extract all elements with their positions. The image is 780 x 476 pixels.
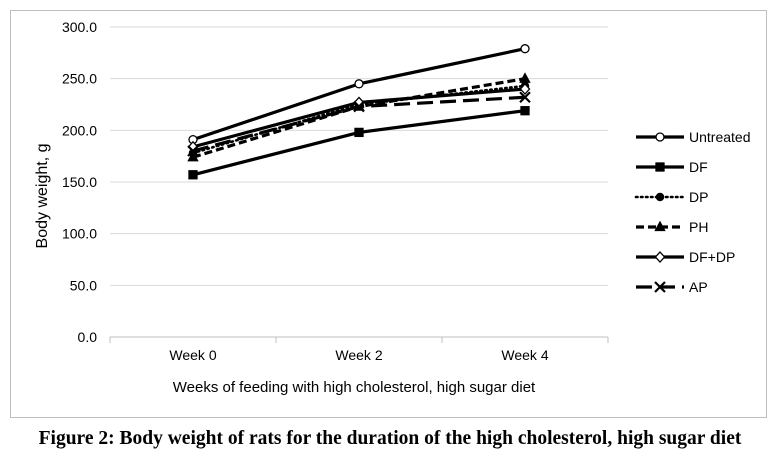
y-tick-label: 100.0 bbox=[62, 226, 97, 242]
legend-label: PH bbox=[689, 219, 708, 235]
diamond-marker bbox=[519, 83, 531, 95]
y-tick-label: 300.0 bbox=[62, 19, 97, 35]
x-marker bbox=[519, 91, 531, 104]
triangle-marker bbox=[519, 72, 531, 83]
y-tick-label: 250.0 bbox=[62, 71, 97, 87]
y-tick-label: 200.0 bbox=[62, 122, 97, 138]
legend-entry: PH bbox=[636, 219, 708, 235]
y-tick-label: 50.0 bbox=[70, 277, 97, 293]
legend-label: DF+DP bbox=[689, 249, 735, 265]
x-tick-label: Week 4 bbox=[501, 347, 548, 363]
x-marker bbox=[353, 100, 365, 113]
series-untreated bbox=[188, 44, 530, 145]
y-axis-title: Body weight, g bbox=[34, 144, 51, 249]
x-marker bbox=[187, 145, 199, 157]
square-marker bbox=[655, 162, 665, 172]
legend-label: AP bbox=[689, 279, 708, 295]
legend-entry: DF+DP bbox=[636, 249, 735, 265]
figure-caption: Figure 2: Body weight of rats for the du… bbox=[38, 428, 742, 449]
circle-open-marker bbox=[655, 132, 665, 142]
diamond-marker bbox=[654, 251, 666, 263]
y-tick-label: 150.0 bbox=[62, 174, 97, 190]
x-tick-label: Week 0 bbox=[169, 347, 216, 363]
x-tick-label: Week 2 bbox=[335, 347, 382, 363]
legend: Untreated DF DP PH DF+DP AP bbox=[634, 129, 750, 295]
square-marker bbox=[188, 170, 198, 180]
x-axis-title: Weeks of feeding with high cholesterol, … bbox=[173, 379, 536, 396]
series-layer bbox=[187, 44, 531, 180]
legend-entry: DP bbox=[634, 189, 708, 205]
legend-entry: DF bbox=[636, 159, 708, 175]
legend-entry: Untreated bbox=[636, 129, 750, 145]
x-marker bbox=[654, 281, 666, 293]
square-marker bbox=[354, 127, 364, 138]
legend-label: DF bbox=[689, 159, 708, 175]
triangle-marker bbox=[654, 220, 666, 232]
x-tick-labels: Week 0 Week 2 Week 4 bbox=[109, 337, 609, 363]
legend-label: Untreated bbox=[689, 129, 750, 145]
circle-open-marker bbox=[354, 79, 364, 89]
square-marker bbox=[520, 106, 530, 116]
circle-open-marker bbox=[520, 44, 530, 54]
series-df-dp bbox=[187, 83, 531, 153]
y-tick-label: 0.0 bbox=[78, 329, 98, 345]
gridlines bbox=[110, 26, 608, 286]
legend-entry: AP bbox=[636, 279, 708, 295]
series-df bbox=[188, 106, 530, 180]
circle-filled-marker bbox=[655, 192, 665, 202]
series-ap bbox=[187, 91, 531, 157]
triangle-marker bbox=[187, 150, 199, 162]
legend-label: DP bbox=[689, 189, 708, 205]
y-tick-labels: 0.0 50.0 100.0 150.0 200.0 250.0 300.0 bbox=[62, 19, 97, 345]
